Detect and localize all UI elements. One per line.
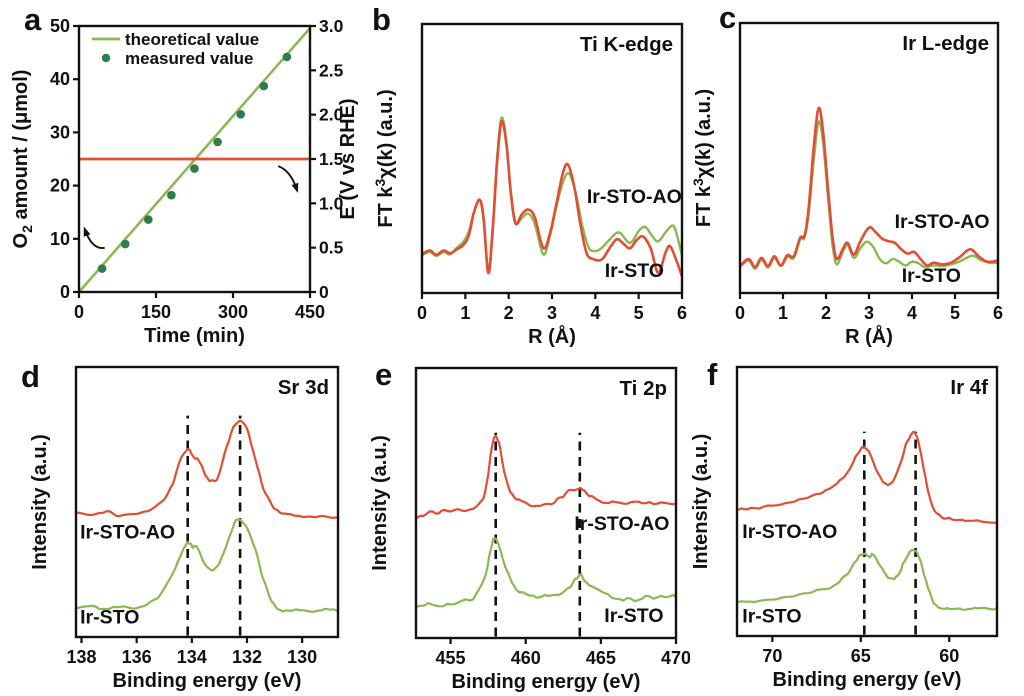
svg-text:1: 1	[778, 303, 788, 323]
panel-letter-b: b	[372, 2, 391, 37]
svg-text:Time (min): Time (min)	[144, 325, 245, 347]
chart-b: 0 1 2 3 4 5 6 R (Å) FT k3χ(k) (a.u.) Ti K-edge Ir-…	[360, 0, 690, 348]
svg-text:Ir-STO-AO: Ir-STO-AO	[742, 521, 837, 543]
panel-d: d 138 136 134 132 130 Binding energy (eV) Inte…	[0, 348, 360, 696]
svg-text:70: 70	[762, 646, 782, 666]
panel-letter-c: c	[719, 0, 737, 35]
svg-text:300: 300	[218, 302, 248, 322]
svg-text:Intensity (a.u.): Intensity (a.u.)	[29, 434, 51, 570]
svg-text:Ti 2p: Ti 2p	[620, 377, 667, 400]
svg-text:FT k3χ(k) (a.u.): FT k3χ(k) (a.u.)	[372, 89, 397, 227]
svg-text:R (Å): R (Å)	[528, 324, 576, 348]
svg-text:3.0: 3.0	[319, 16, 344, 36]
svg-text:4: 4	[590, 303, 600, 323]
panel-f: f 70 65 60 Binding energy (eV) Intensity (a.…	[690, 348, 1024, 696]
panel-letter-a: a	[24, 2, 42, 37]
svg-text:0.5: 0.5	[319, 238, 344, 258]
svg-text:2.5: 2.5	[319, 60, 344, 80]
chart-e: 455 460 465 470 Binding energy (eV) Intensity…	[360, 348, 691, 696]
svg-text:40: 40	[50, 69, 70, 89]
svg-text:138: 138	[66, 647, 96, 667]
svg-text:measured value: measured value	[125, 49, 254, 68]
svg-text:0: 0	[74, 302, 84, 322]
svg-text:Ir-STO: Ir-STO	[742, 606, 801, 628]
svg-text:60: 60	[939, 646, 959, 666]
svg-text:5: 5	[950, 303, 960, 323]
chart-c: 0 1 2 3 4 5 6 R (Å) FT k3χ(k) (a.u.) Ir L-edge Ir-…	[690, 0, 1024, 348]
svg-text:FT k3χ(k) (a.u.): FT k3χ(k) (a.u.)	[690, 89, 715, 227]
svg-text:132: 132	[232, 647, 262, 667]
svg-text:136: 136	[122, 647, 152, 667]
svg-text:3: 3	[864, 303, 874, 323]
svg-text:Binding energy (eV): Binding energy (eV)	[113, 670, 302, 692]
svg-text:1.5: 1.5	[319, 149, 344, 169]
svg-text:Ir-STO: Ir-STO	[604, 605, 663, 627]
svg-text:2: 2	[504, 303, 514, 323]
svg-text:3: 3	[547, 303, 557, 323]
svg-text:Ti K-edge: Ti K-edge	[580, 33, 673, 56]
svg-text:Ir-STO-AO: Ir-STO-AO	[587, 186, 682, 208]
svg-text:R (Å): R (Å)	[845, 324, 893, 348]
svg-text:1.0: 1.0	[319, 193, 344, 213]
panel-b: b 0 1 2 3 4 5 6 R (Å) FT k3χ(k) (a.u.) Ti K-edge I…	[360, 0, 690, 348]
panel-e: e 455 460 465 470 Binding energy (eV) Intensi…	[360, 348, 691, 696]
svg-text:20: 20	[50, 176, 70, 196]
svg-text:Ir-STO-AO: Ir-STO-AO	[895, 211, 990, 233]
svg-text:Ir-STO-AO: Ir-STO-AO	[574, 513, 669, 535]
panel-letter-e: e	[375, 357, 393, 392]
svg-text:Binding energy (eV): Binding energy (eV)	[452, 671, 641, 693]
svg-text:0: 0	[417, 303, 427, 323]
panel-letter-d: d	[21, 359, 40, 394]
svg-text:30: 30	[50, 122, 70, 142]
svg-text:65: 65	[851, 646, 871, 666]
svg-text:Ir-STO: Ir-STO	[605, 260, 664, 282]
chart-a: 0 150 300 450 Time (min) 0 10 20 30 40 50 O2 amount…	[0, 0, 360, 348]
chart-d: 138 136 134 132 130 Binding energy (eV) Intens…	[0, 348, 360, 696]
svg-text:Ir-STO: Ir-STO	[902, 265, 961, 287]
svg-text:5: 5	[634, 303, 644, 323]
panel-letter-f: f	[707, 357, 718, 392]
svg-text:Binding energy (eV): Binding energy (eV)	[773, 669, 962, 691]
svg-text:470: 470	[661, 648, 690, 668]
svg-text:150: 150	[141, 302, 171, 322]
svg-text:Ir L-edge: Ir L-edge	[902, 32, 989, 55]
svg-text:4: 4	[907, 303, 917, 323]
svg-text:1: 1	[460, 303, 470, 323]
svg-text:0: 0	[735, 303, 745, 323]
svg-text:Sr 3d: Sr 3d	[278, 376, 329, 399]
svg-text:0: 0	[319, 282, 329, 302]
svg-text:2: 2	[821, 303, 831, 323]
svg-text:10: 10	[50, 229, 70, 249]
svg-text:0: 0	[60, 282, 70, 302]
svg-text:465: 465	[586, 648, 616, 668]
svg-text:Ir 4f: Ir 4f	[950, 376, 988, 399]
svg-text:Ir-STO: Ir-STO	[80, 607, 139, 629]
svg-text:O2 amount / (μmol): O2 amount / (μmol)	[10, 70, 35, 249]
svg-text:455: 455	[436, 648, 466, 668]
panel-a: a 0 150 300 450 Time (min) 0 10 20 30 40 50 O2 amou…	[0, 0, 360, 348]
svg-text:460: 460	[511, 648, 541, 668]
svg-text:6: 6	[993, 303, 1003, 323]
svg-text:2.0: 2.0	[319, 105, 344, 125]
svg-text:450: 450	[295, 302, 325, 322]
chart-f: 70 65 60 Binding energy (eV) Intensity (a.u.…	[690, 348, 1024, 696]
svg-text:E (V vs RHE): E (V vs RHE)	[337, 98, 359, 219]
panel-c: c 0 1 2 3 4 5 6 R (Å) FT k3χ(k) (a.u.) Ir L-edge I…	[690, 0, 1024, 348]
svg-text:50: 50	[50, 16, 70, 36]
svg-text:Intensity (a.u.): Intensity (a.u.)	[690, 434, 712, 570]
svg-text:130: 130	[287, 647, 317, 667]
svg-text:6: 6	[677, 303, 687, 323]
svg-text:theoretical value: theoretical value	[125, 30, 259, 49]
svg-text:Ir-STO-AO: Ir-STO-AO	[80, 521, 175, 543]
svg-text:Intensity (a.u.): Intensity (a.u.)	[369, 435, 391, 571]
svg-text:134: 134	[177, 647, 207, 667]
